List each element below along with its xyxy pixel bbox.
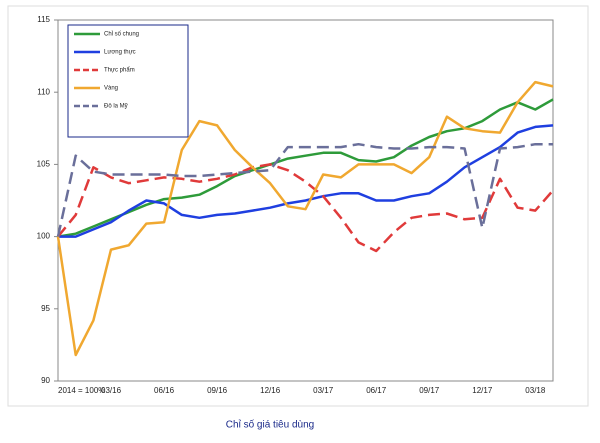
x-tick-label: 09/17 <box>419 386 440 395</box>
x-tick-label: 09/16 <box>207 386 228 395</box>
x-tick-label: 12/17 <box>472 386 493 395</box>
x-tick-label: 2014 = 100% <box>58 386 105 395</box>
x-tick-label: 06/17 <box>366 386 387 395</box>
series-line <box>58 124 554 238</box>
y-tick-label: 95 <box>41 304 50 313</box>
legend-label: Chỉ số chung <box>104 31 139 38</box>
series-line <box>57 98 554 238</box>
x-tick-label: 12/16 <box>260 386 281 395</box>
x-tick-label: 03/16 <box>101 386 122 395</box>
x-tick-label: 06/16 <box>154 386 175 395</box>
legend-label: Lương thực <box>104 50 136 56</box>
y-tick-label: 110 <box>37 87 50 96</box>
chart-frame <box>7 5 589 407</box>
y-tick-label: 115 <box>37 15 50 24</box>
legend-label: Đô la Mỹ <box>104 104 128 110</box>
x-tick-label: 03/18 <box>525 386 546 395</box>
y-tick-label: 100 <box>37 232 51 241</box>
x-tick-label: 03/17 <box>313 386 334 395</box>
legend-label: Thực phẩm <box>104 67 135 74</box>
series-line <box>56 80 554 357</box>
legend-label: Vàng <box>104 86 118 92</box>
series-line <box>56 142 553 237</box>
legend <box>67 24 189 138</box>
series-line <box>57 163 554 253</box>
y-tick-label: 90 <box>41 376 50 385</box>
y-tick-label: 105 <box>37 160 51 169</box>
plot-frame <box>57 19 554 382</box>
x-axis-label: Chỉ số giá tiêu dùng <box>226 419 314 431</box>
